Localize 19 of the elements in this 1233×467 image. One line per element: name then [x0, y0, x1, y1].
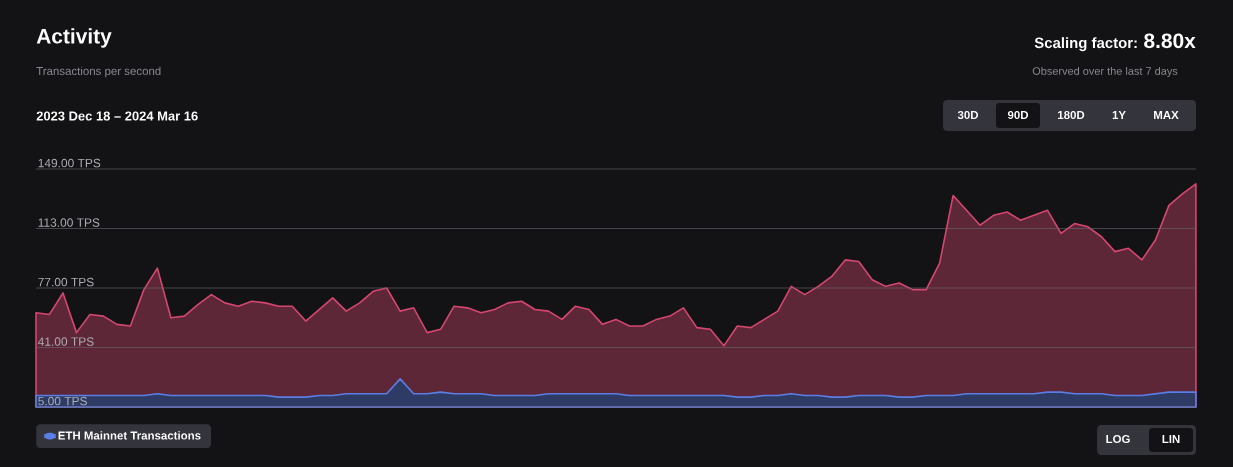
text: 90D	[1007, 110, 1029, 120]
text: LIN	[1162, 435, 1180, 443]
text: 1Y	[1112, 111, 1126, 119]
text: 8.80x	[1144, 33, 1196, 49]
text: LOG	[1106, 434, 1130, 444]
y-tick-label: 5.00 TPS	[38, 396, 87, 406]
legend-label: ETH Mainnet Transactions	[58, 431, 201, 440]
text: 2023 Dec 18 – 2024 Mar 16	[36, 111, 198, 121]
y-tick-label: 41.00 TPS	[37, 337, 94, 346]
text: 30D	[957, 110, 979, 120]
chart-subtitle: Transactions per second	[36, 66, 161, 78]
text: 180D	[1058, 110, 1085, 120]
y-tick-label: 149.00 TPS	[38, 158, 101, 168]
text: MAX	[1154, 111, 1179, 119]
y-tick-label: 113.00 TPS	[38, 218, 100, 227]
text: Scaling factor:	[1034, 37, 1137, 52]
text: Observed over the last 7 days	[1032, 66, 1178, 78]
y-tick-label: 77.00 TPS	[38, 277, 94, 287]
chart-title: Activity	[36, 28, 112, 48]
